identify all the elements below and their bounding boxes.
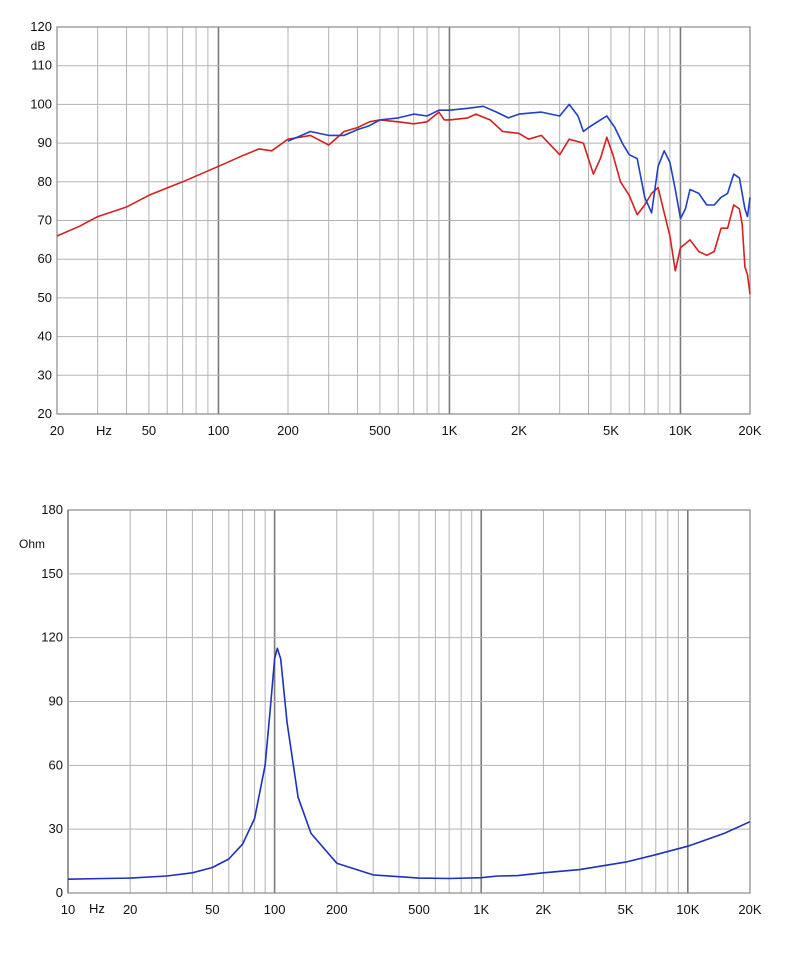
y-tick-label: 30 (38, 367, 52, 382)
y-tick-label: 50 (38, 290, 52, 305)
y-tick-label: 20 (38, 406, 52, 421)
y-tick-label: 60 (49, 757, 63, 772)
x-tick-label: 100 (208, 423, 230, 438)
x-tick-label: 20K (738, 902, 761, 917)
y-tick-label: 120 (41, 630, 63, 645)
x-unit-label: Hz (89, 901, 105, 916)
y-tick-label: 90 (38, 135, 52, 150)
x-tick-label: 1K (473, 902, 489, 917)
y-tick-label: 120 (30, 19, 52, 34)
y-tick-label: 90 (49, 694, 63, 709)
y-tick-label: 70 (38, 213, 52, 228)
x-tick-label: 500 (369, 423, 391, 438)
series-line-1 (56, 111, 751, 295)
chart-1: 20 30 40 50 60 70 80 90 100 110 120 dB 20 50 100 200 500… (30, 19, 762, 438)
plot-frame (67, 509, 751, 894)
plot-frame (56, 26, 751, 415)
x-tick-label: 100 (264, 902, 286, 917)
chart-2: 0 30 60 90 120 150 180 Ohm 10 20 50 100 200 500 1K 2K 5K… (19, 502, 762, 917)
x-tick-label: 50 (142, 423, 156, 438)
x-tick-label: 10 (61, 902, 75, 917)
y-tick-label: 30 (49, 821, 63, 836)
x-tick-label: 20 (50, 423, 64, 438)
series-line-1 (67, 647, 751, 880)
x-tick-label: 5K (603, 423, 619, 438)
x-tick-label: 10K (676, 902, 699, 917)
x-tick-label: 20 (123, 902, 137, 917)
y-unit-label: dB (31, 39, 46, 53)
x-tick-label: 5K (618, 902, 634, 917)
x-tick-label: 2K (535, 902, 551, 917)
x-unit-label: Hz (96, 423, 112, 438)
x-tick-label: 200 (326, 902, 348, 917)
x-tick-label: 200 (277, 423, 299, 438)
y-tick-label: 180 (41, 502, 63, 517)
x-tick-label: 2K (511, 423, 527, 438)
y-tick-label: 0 (56, 885, 63, 900)
series-line-2 (287, 103, 751, 220)
y-unit-label: Ohm (19, 537, 45, 551)
x-tick-label: 500 (408, 902, 430, 917)
x-tick-label: 1K (442, 423, 458, 438)
y-tick-label: 100 (30, 96, 52, 111)
y-tick-label: 150 (41, 566, 63, 581)
x-tick-label: 20K (738, 423, 761, 438)
y-tick-label: 40 (38, 329, 52, 344)
y-tick-label: 60 (38, 251, 52, 266)
y-tick-label: 110 (31, 58, 52, 73)
x-tick-label: 50 (205, 902, 219, 917)
y-tick-label: 80 (38, 174, 52, 189)
x-tick-label: 10K (669, 423, 692, 438)
